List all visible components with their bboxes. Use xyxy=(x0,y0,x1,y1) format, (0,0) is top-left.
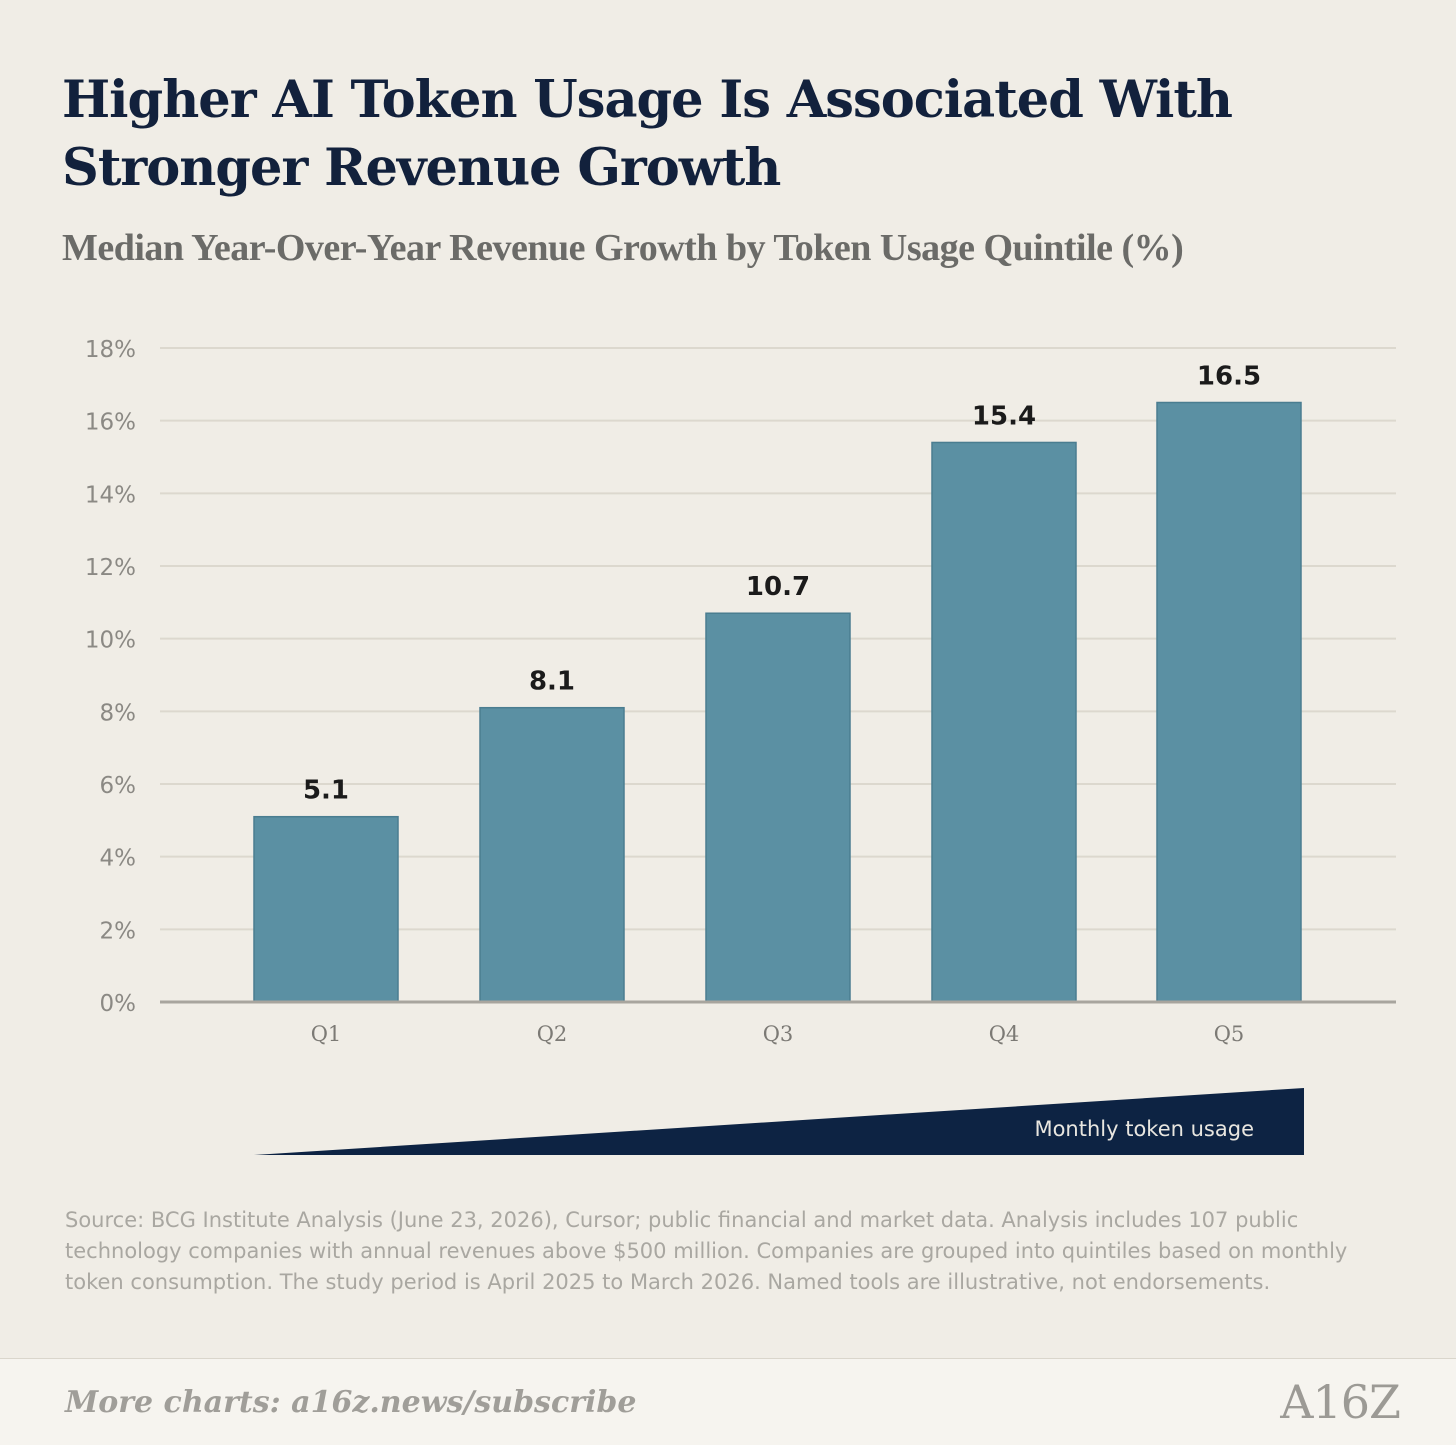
x-tick-label: Q2 xyxy=(537,1022,568,1046)
data-label: 15.4 xyxy=(972,401,1036,431)
x-tick-label: Q4 xyxy=(989,1022,1020,1046)
y-tick-label: 4% xyxy=(100,846,137,872)
x-tick-label: Q3 xyxy=(763,1022,794,1046)
source-note: Source: BCG Institute Analysis (June 23,… xyxy=(65,1208,1348,1294)
data-label: 8.1 xyxy=(529,667,575,697)
x-tick-label: Q1 xyxy=(311,1022,342,1046)
chart-subtitle: Median Year-Over-Year Revenue Growth by … xyxy=(62,227,1184,269)
bar xyxy=(253,815,399,1003)
y-tick-label: 12% xyxy=(85,555,136,581)
subscribe-link[interactable]: More charts: a16z.news/subscribe xyxy=(65,1385,637,1420)
y-tick-label: 16% xyxy=(85,410,136,436)
y-tick-label: 2% xyxy=(100,918,137,944)
y-tick-label: 0% xyxy=(100,991,137,1017)
a16z-logo: A16Z xyxy=(1280,1375,1401,1429)
token-usage-wedge xyxy=(254,1088,1304,1155)
x-tick-label: Q5 xyxy=(1214,1022,1245,1046)
bar xyxy=(931,441,1077,1003)
chart-title: Higher AI Token Usage Is Associated With… xyxy=(62,70,1233,198)
bar-chart: 0% 2% 4% 6% 8% 10% 12% 14% 16% 18% 5.1 Q1 8.1 Q2 10.7 Q… xyxy=(85,337,1396,1155)
bar xyxy=(705,612,851,1003)
y-tick-label: 6% xyxy=(100,773,137,799)
y-tick-label: 10% xyxy=(85,628,136,654)
data-label: 16.5 xyxy=(1197,362,1261,392)
y-tick-label: 8% xyxy=(100,700,137,726)
data-label: 10.7 xyxy=(746,572,810,602)
y-tick-label: 14% xyxy=(85,482,136,508)
bar xyxy=(479,706,625,1003)
token-usage-label: Monthly token usage xyxy=(1034,1117,1254,1141)
y-tick-label: 18% xyxy=(85,337,136,363)
footer-bar: More charts: a16z.news/subscribe A16Z xyxy=(0,1358,1456,1445)
data-label: 5.1 xyxy=(303,776,349,806)
bar xyxy=(1156,401,1302,1003)
